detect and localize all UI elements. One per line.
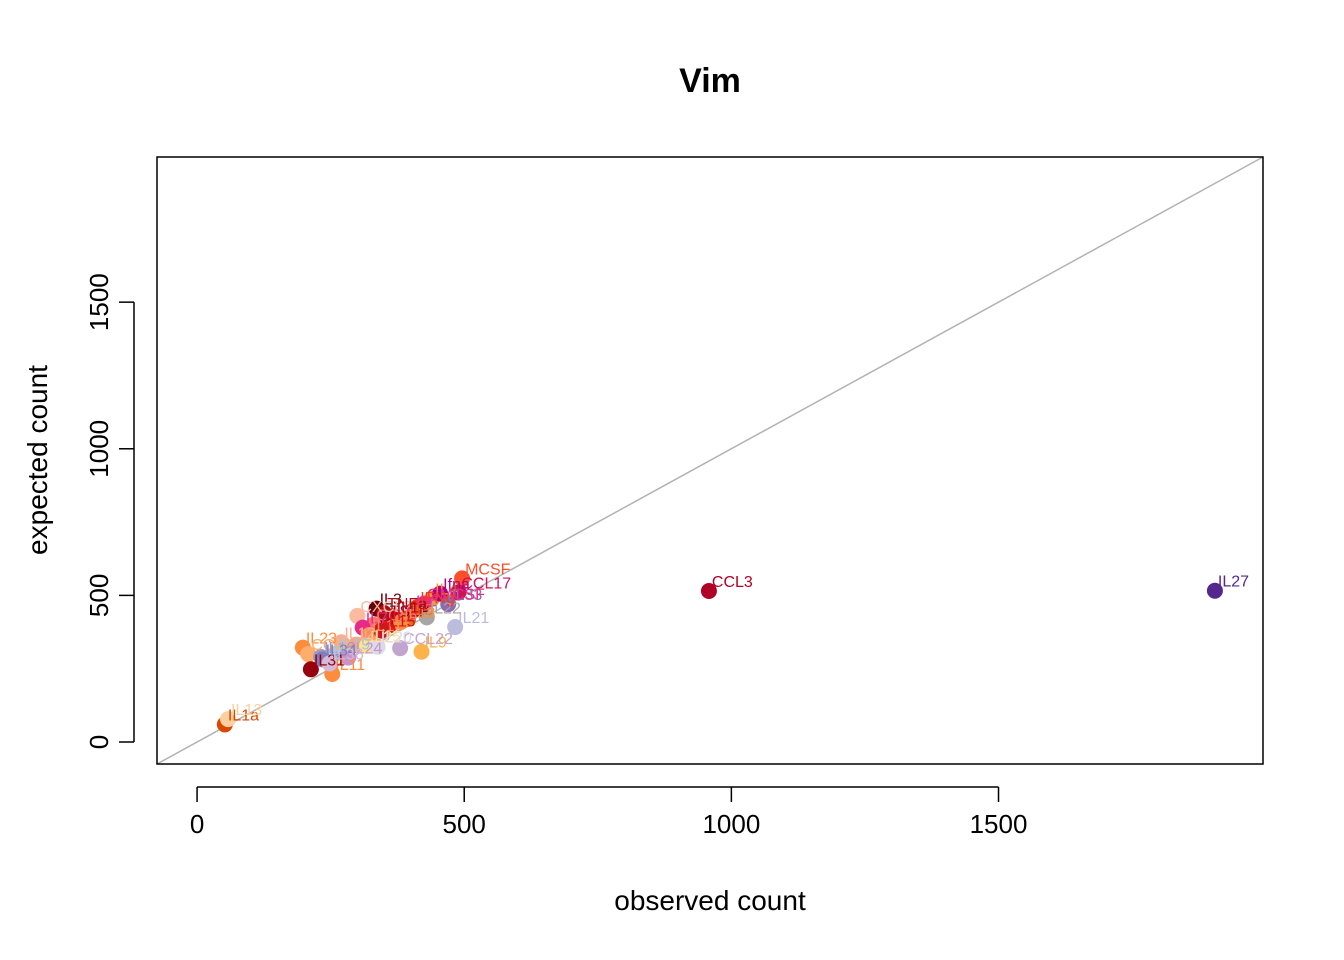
- point-label: CCL3: [712, 574, 753, 591]
- data-point: [447, 619, 464, 636]
- point-label: CXCL2: [360, 599, 412, 616]
- point-label: IL33: [451, 587, 482, 604]
- point-label: IL3: [380, 592, 402, 609]
- point-label: IL9: [424, 635, 446, 652]
- point-label: IL15: [384, 614, 415, 631]
- point-label: IFNg: [420, 590, 455, 607]
- point-label: IL13: [231, 702, 262, 719]
- point-label: IL23: [306, 631, 337, 648]
- x-tick-label: 500: [443, 809, 486, 839]
- data-point: [321, 655, 338, 672]
- x-tick-label: 0: [190, 809, 204, 839]
- y-tick-label: 1500: [84, 273, 114, 331]
- data-point: [369, 638, 386, 655]
- point-label: GMCSF: [427, 587, 485, 604]
- point-label: IL16: [324, 640, 355, 657]
- point-label: IL36: [333, 646, 364, 663]
- point-label: IL11: [335, 657, 365, 674]
- data-point: [418, 609, 435, 626]
- point-label: IL1a: [228, 707, 259, 724]
- data-point: [440, 596, 457, 613]
- point-label: IL25: [370, 629, 401, 646]
- data-point: [409, 599, 426, 616]
- point-label: MCSF: [465, 561, 511, 578]
- points-layer: [216, 570, 1223, 733]
- point-label: IL21: [458, 610, 489, 627]
- data-point: [1206, 582, 1223, 599]
- point-label: IL2: [392, 608, 414, 625]
- point-label: Ifna: [443, 577, 470, 594]
- y-axis: 0 500 1000 1500: [84, 273, 135, 749]
- data-point: [376, 604, 393, 621]
- x-tick-label: 1000: [702, 809, 760, 839]
- point-label: IL24: [351, 641, 382, 658]
- point-label: IL1b: [359, 628, 390, 645]
- point-label: TNFa: [387, 596, 427, 613]
- point-label: CCL22: [403, 631, 453, 648]
- y-axis-title: expected count: [22, 365, 53, 555]
- point-label: IL10: [372, 618, 403, 635]
- data-point: [340, 649, 357, 666]
- y-tick-label: 1000: [84, 420, 114, 478]
- y-tick-label: 500: [84, 574, 114, 617]
- data-point: [220, 711, 237, 728]
- point-label: IL4: [435, 581, 457, 598]
- point-label: IL22: [430, 600, 461, 617]
- identity-reference-line: [156, 156, 1264, 765]
- x-tick-label: 1500: [970, 809, 1028, 839]
- x-axis: 0 500 1000 1500: [190, 786, 1028, 839]
- chart-title: Vim: [679, 62, 741, 100]
- point-label: IL20: [381, 630, 412, 647]
- point-label: IL18: [404, 605, 435, 622]
- point-label: IL5: [411, 602, 433, 619]
- data-point: [392, 640, 409, 657]
- data-point: [393, 613, 410, 630]
- plot-frame: [156, 156, 1264, 765]
- point-label: IL12: [344, 625, 375, 642]
- data-point: [300, 646, 317, 663]
- point-label: IL31: [314, 652, 345, 669]
- data-point: [454, 570, 471, 587]
- point-label: IL6: [416, 594, 438, 611]
- point-label: CCL17: [461, 575, 511, 592]
- data-point: [302, 661, 319, 678]
- data-point: [413, 643, 430, 660]
- point-label: IL7: [366, 611, 388, 628]
- data-point: [700, 582, 717, 599]
- point-label: IL27: [1218, 574, 1249, 591]
- x-axis-title: observed count: [614, 885, 806, 916]
- data-point: [373, 622, 390, 639]
- point-label: TSLP: [390, 603, 430, 620]
- point-label: IL19: [339, 636, 370, 653]
- y-tick-label: 0: [84, 735, 114, 749]
- data-point: [450, 584, 467, 601]
- point-label: IL17: [397, 600, 428, 617]
- point-label: CCL2: [311, 637, 352, 654]
- point-label: CCL5: [376, 608, 417, 625]
- point-label: IL34: [326, 642, 357, 659]
